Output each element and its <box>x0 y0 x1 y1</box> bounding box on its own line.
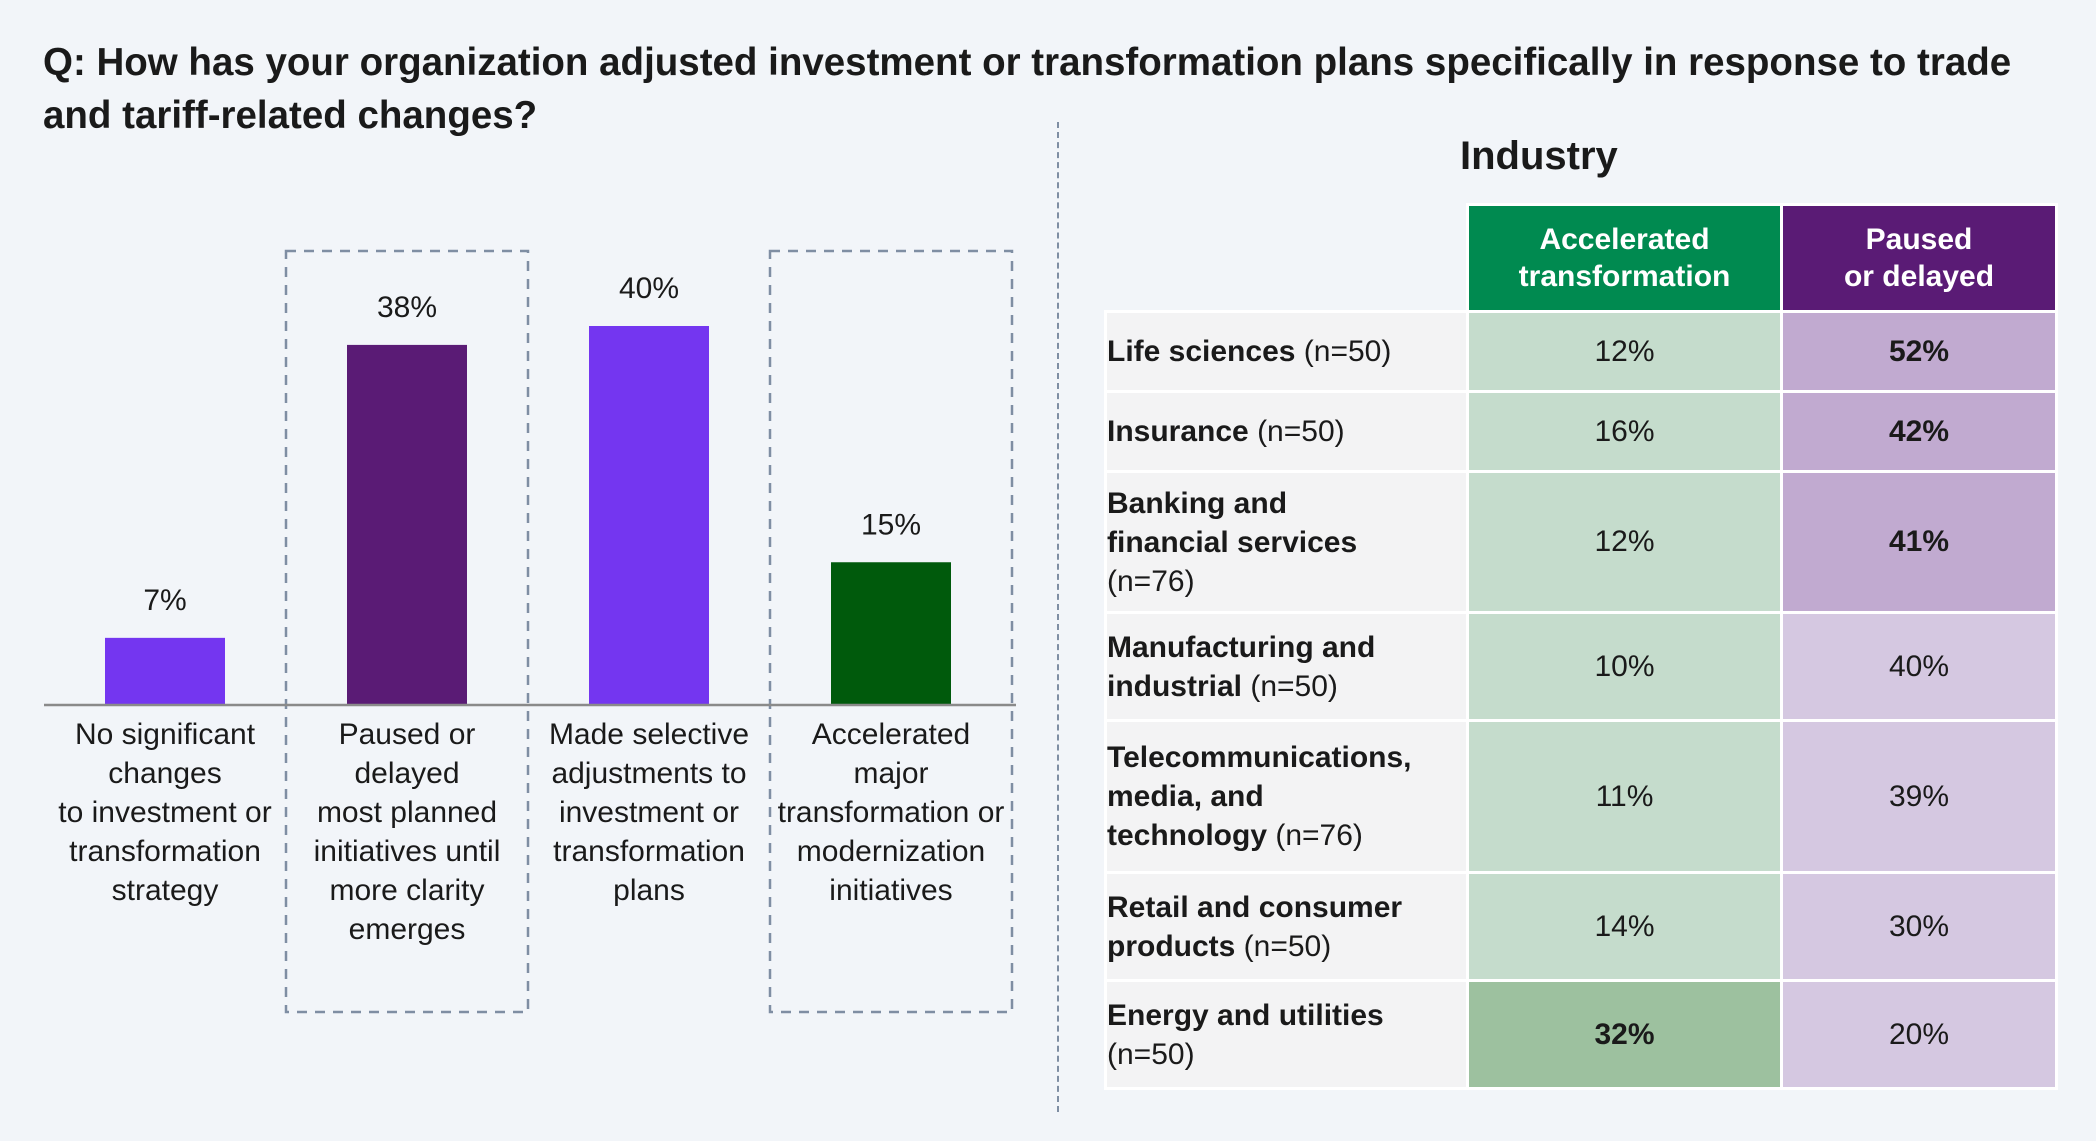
table-row: Life sciences (n=50) 12% 52% <box>1104 310 2058 393</box>
category-label-2: Made selective adjustments to investment o… <box>548 718 750 907</box>
paused-value: 52% <box>1780 310 2058 393</box>
table-corner <box>1106 205 1468 312</box>
paused-value: 39% <box>1780 719 2058 874</box>
bar-chart-svg: 7% 38% 40% 15% <box>44 249 1016 1014</box>
accelerated-value: 12% <box>1466 310 1783 393</box>
table-row: Telecommunications, media, and technology … <box>1104 719 2058 874</box>
accelerated-value: 16% <box>1466 390 1783 473</box>
row-label: Energy and utilities (n=50) <box>1104 979 1469 1090</box>
row-label: Banking and financial services (n=76) <box>1104 470 1469 614</box>
highlight-box-3 <box>768 249 1014 1014</box>
value-label-2: 40% <box>619 272 679 305</box>
section-divider <box>1057 122 1059 1112</box>
table-row: Retail and consumer products (n=50) 14% 30% <box>1104 871 2058 982</box>
table-row: Insurance (n=50) 16% 42% <box>1104 390 2058 473</box>
accelerated-value: 10% <box>1466 611 1783 722</box>
industry-title: Industry <box>1460 134 1618 178</box>
category-label-1: Paused or delayed most planned initiatives … <box>313 718 501 946</box>
row-label: Insurance (n=50) <box>1104 390 1469 473</box>
accelerated-value: 12% <box>1466 470 1783 614</box>
category-label-0: No significant changes to investment or tra… <box>58 718 272 907</box>
paused-value: 30% <box>1780 871 2058 982</box>
accelerated-value: 32% <box>1466 979 1783 1090</box>
value-label-1: 38% <box>377 291 437 324</box>
bar-3 <box>831 562 951 704</box>
highlight-box-1 <box>284 249 530 1014</box>
paused-value: 40% <box>1780 611 2058 722</box>
row-label: Life sciences (n=50) <box>1104 310 1469 393</box>
table-row: Banking and financial services (n=76) 12% 41… <box>1104 470 2058 614</box>
column-header-accelerated: Accelerated transformation <box>1466 203 1783 313</box>
bar-0 <box>105 637 225 704</box>
column-header-paused: Paused or delayed <box>1780 203 2058 313</box>
accelerated-value: 14% <box>1466 871 1783 982</box>
bar-1 <box>347 344 467 704</box>
paused-value: 41% <box>1780 470 2058 614</box>
bar-2 <box>589 326 709 704</box>
row-label: Manufacturing and industrial (n=50) <box>1104 611 1469 722</box>
value-label-0: 7% <box>143 584 186 617</box>
category-label-3: Accelerated major transformation or moderni… <box>777 718 1005 907</box>
accelerated-value: 11% <box>1466 719 1783 874</box>
paused-value: 42% <box>1780 390 2058 473</box>
value-label-3: 15% <box>861 508 921 541</box>
paused-value: 20% <box>1780 979 2058 1090</box>
row-label: Retail and consumer products (n=50) <box>1104 871 1469 982</box>
question-title: Q: How has your organization adjusted in… <box>43 41 2012 137</box>
table-row: Energy and utilities (n=50) 32% 20% <box>1104 979 2058 1090</box>
row-label: Telecommunications, media, and technology … <box>1104 719 1469 874</box>
table-row: Manufacturing and industrial (n=50) 10% 40% <box>1104 611 2058 722</box>
bar-chart: 7% 38% 40% 15% No significant changes to inve… <box>0 0 1040 1141</box>
industry-table: Accelerated transformation Paused or delay… <box>1104 203 2058 1090</box>
